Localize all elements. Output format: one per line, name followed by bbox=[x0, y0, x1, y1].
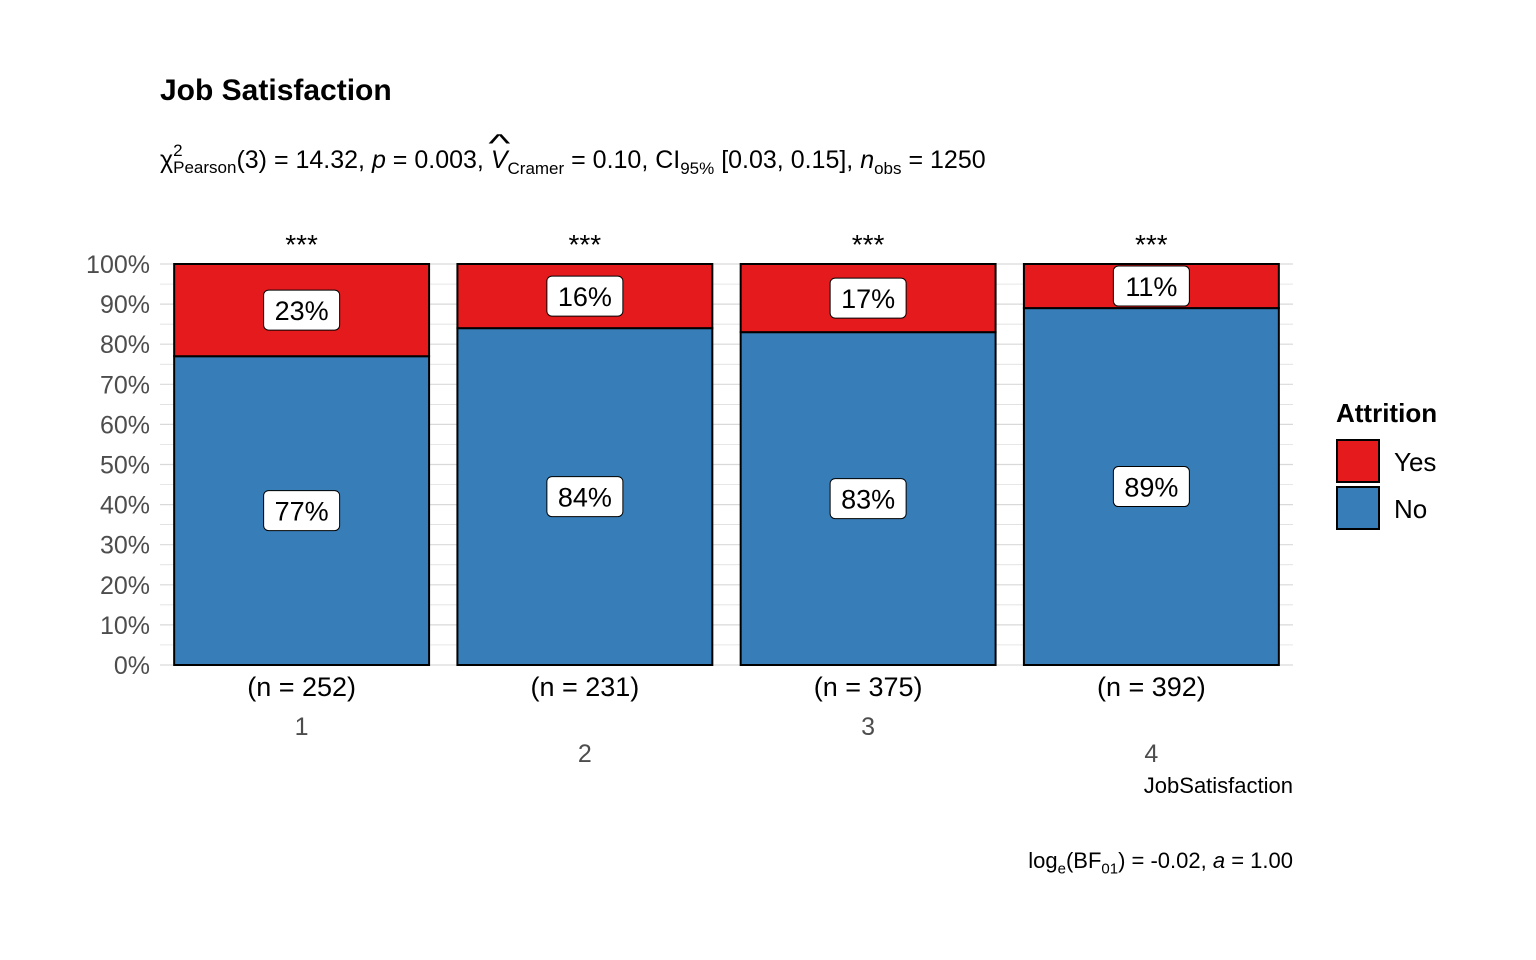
caption-a-value: = 1.00 bbox=[1225, 848, 1293, 873]
legend-swatch-no bbox=[1336, 486, 1380, 530]
caption-log-sub: e bbox=[1057, 860, 1066, 878]
subtitle-v-sub: Cramer bbox=[507, 159, 565, 178]
count-label: (n = 375) bbox=[814, 672, 923, 702]
y-tick-label: 80% bbox=[100, 331, 150, 359]
data-label-box bbox=[829, 478, 907, 520]
legend-swatch-yes bbox=[1336, 439, 1380, 483]
subtitle-v-label: V bbox=[491, 138, 508, 182]
data-label: 16% bbox=[558, 282, 612, 312]
y-tick-label: 60% bbox=[100, 411, 150, 439]
subtitle-stat-sup: 2 bbox=[173, 141, 183, 161]
x-axis-title: JobSatisfaction bbox=[1144, 773, 1293, 798]
subtitle-df: (3) = 14.32, bbox=[236, 146, 372, 174]
y-tick-label: 70% bbox=[100, 371, 150, 399]
caption-log: log bbox=[1028, 848, 1058, 873]
y-tick-label: 20% bbox=[100, 572, 150, 600]
chart-caption: loge(BF01) = -0.02, a = 1.00 bbox=[1028, 848, 1293, 877]
data-label: 17% bbox=[841, 284, 895, 314]
data-label: 89% bbox=[1124, 473, 1178, 503]
subtitle-p-label: p bbox=[371, 146, 386, 174]
data-label-box bbox=[546, 476, 624, 518]
bars: 77% 23% *** 84% 16% *** 83% 17% *** 89% 11% *** bbox=[173, 229, 1280, 666]
y-axis: 0% 10% 20% 30% 40% 50% 60% 70% 80% 90% 100% bbox=[86, 251, 150, 680]
significance-label: *** bbox=[852, 229, 885, 260]
data-label-box bbox=[263, 490, 341, 532]
legend-label-no: No bbox=[1394, 494, 1427, 524]
subtitle-n-value: = 1250 bbox=[901, 146, 986, 174]
legend-label-yes: Yes bbox=[1394, 447, 1436, 477]
caption-rest: ) = -0.02, bbox=[1118, 848, 1213, 873]
x-axis: JobSatisfaction (n = 252) 1 (n = 231) 2 (n =… bbox=[247, 672, 1293, 798]
y-tick-label: 0% bbox=[114, 652, 150, 680]
subtitle-stat-sub: Pearson bbox=[173, 158, 237, 178]
significance-label: *** bbox=[569, 229, 602, 260]
legend-title: Attrition bbox=[1336, 398, 1437, 428]
y-tick-label: 10% bbox=[100, 612, 150, 640]
y-tick-label: 50% bbox=[100, 452, 150, 480]
data-label-box bbox=[546, 275, 624, 317]
subtitle-stat-scripts: 2 Pearson bbox=[173, 142, 236, 176]
y-tick-label: 40% bbox=[100, 492, 150, 520]
significance-label: *** bbox=[1135, 229, 1168, 260]
subtitle-n-sub: obs bbox=[874, 159, 902, 178]
data-label: 11% bbox=[1125, 272, 1177, 302]
x-tick-label: 4 bbox=[1144, 740, 1158, 768]
subtitle-ci-sub: 95% bbox=[680, 159, 715, 178]
caption-bf: (BF bbox=[1065, 848, 1102, 873]
x-tick-label: 3 bbox=[861, 713, 875, 741]
data-label-box bbox=[263, 289, 341, 331]
data-label-box bbox=[1112, 265, 1190, 307]
subtitle-v-value: = 0.10, CI bbox=[564, 146, 681, 174]
significance-label: *** bbox=[285, 229, 318, 260]
chart-title: Job Satisfaction bbox=[160, 74, 392, 107]
x-tick-label: 1 bbox=[295, 713, 309, 741]
caption-a-label: a bbox=[1212, 848, 1226, 873]
x-tick-label: 2 bbox=[578, 740, 592, 768]
y-tick-label: 100% bbox=[86, 251, 150, 279]
data-label-box bbox=[829, 277, 907, 319]
data-label: 23% bbox=[275, 296, 329, 326]
subtitle-p-value: = 0.003, bbox=[385, 146, 491, 174]
data-label: 77% bbox=[275, 497, 329, 527]
y-tick-label: 90% bbox=[100, 291, 150, 319]
count-label: (n = 252) bbox=[247, 672, 356, 702]
subtitle-n-label: n bbox=[860, 146, 875, 174]
subtitle-stat: χ bbox=[160, 146, 174, 174]
legend: Attrition Yes No bbox=[1336, 398, 1437, 530]
data-label: 84% bbox=[558, 483, 612, 513]
count-label: (n = 231) bbox=[530, 672, 639, 702]
y-tick-label: 30% bbox=[100, 532, 150, 560]
data-label-box bbox=[1112, 466, 1190, 508]
data-label: 83% bbox=[841, 485, 895, 515]
caption-bf-sub: 01 bbox=[1101, 860, 1119, 878]
subtitle-ci-value: [0.03, 0.15], bbox=[714, 146, 861, 174]
count-label: (n = 392) bbox=[1097, 672, 1206, 702]
